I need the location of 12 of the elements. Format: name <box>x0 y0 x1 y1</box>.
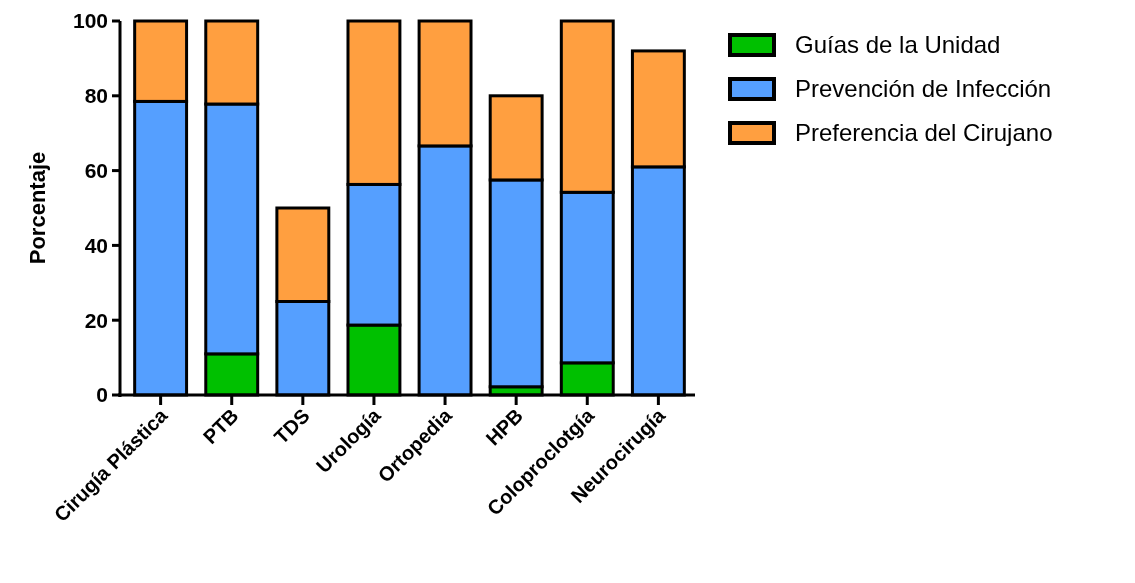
y-tick-label: 20 <box>84 308 108 332</box>
y-tick-label: 100 <box>72 9 108 33</box>
y-axis-title: Porcentaje <box>25 151 50 265</box>
y-tick-label: 40 <box>84 233 108 257</box>
y-tick-label: 0 <box>96 383 108 407</box>
x-tick-label: PTB <box>198 404 243 449</box>
legend-label: Preferencia del Cirujano <box>795 119 1053 147</box>
x-tick-label: TDS <box>269 404 314 449</box>
y-tick-label: 60 <box>84 158 108 182</box>
legend-label: Guías de la Unidad <box>795 31 1001 59</box>
legend-label: Prevención de Infección <box>795 75 1052 103</box>
y-tick-label: 80 <box>84 84 108 108</box>
